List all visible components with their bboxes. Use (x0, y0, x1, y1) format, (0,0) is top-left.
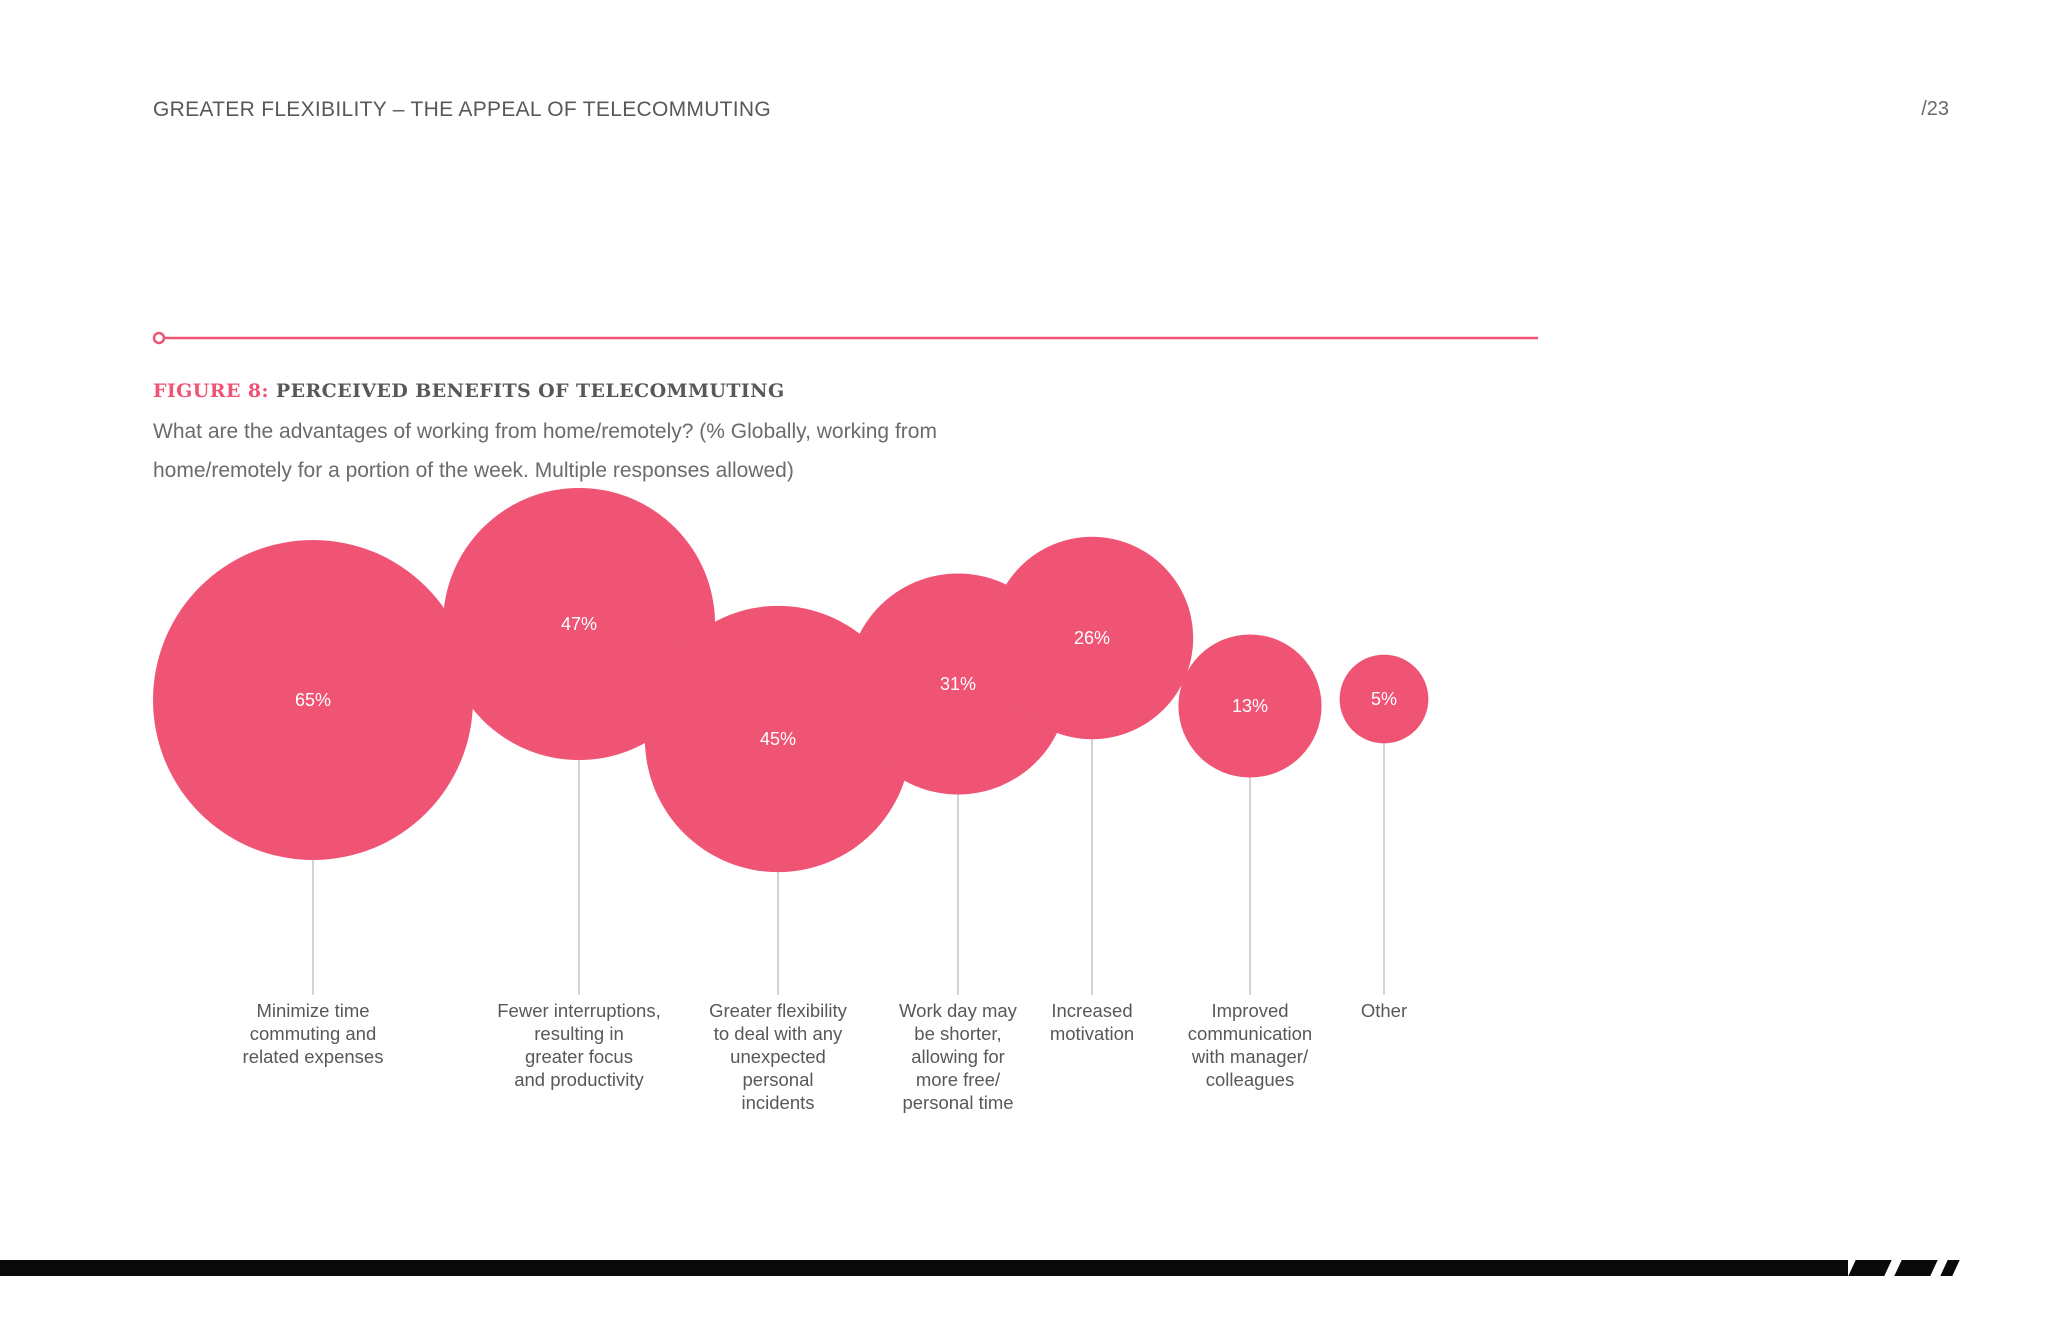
category-label: Increased motivation (1049, 1000, 1135, 1044)
bubble (1178, 634, 1322, 778)
bubble (442, 487, 716, 761)
bubble-value-label: 5% (1371, 689, 1397, 709)
bubble-value-label: 26% (1074, 628, 1110, 648)
category-label: Greater flexibility to deal with any une… (709, 1000, 847, 1113)
bubble-value-label: 13% (1232, 696, 1268, 716)
category-label: Work day may be shorter, allowing for mo… (899, 1000, 1017, 1113)
bubble-value-label: 45% (760, 729, 796, 749)
footer-slash-2 (1894, 1260, 1938, 1276)
bubble (153, 540, 473, 860)
page-number: /23 (1921, 98, 1949, 120)
bubble-value-label: 47% (561, 614, 597, 634)
figure-subtitle-line-1: What are the advantages of working from … (153, 420, 937, 443)
figure-subtitle-line-2: home/remotely for a portion of the week.… (153, 459, 794, 482)
figure-rule (152, 331, 1538, 345)
category-label: Fewer interruptions, resulting in greate… (497, 1000, 661, 1090)
bubble-value-label: 65% (295, 690, 331, 710)
bubble (1339, 654, 1429, 744)
bubble (990, 536, 1194, 740)
running-title: GREATER FLEXIBILITY – THE APPEAL OF TELE… (153, 98, 772, 121)
figure-header: FIGURE 8: PERCEIVED BENEFITS OF TELECOMM… (153, 380, 785, 402)
figure-title: PERCEIVED BENEFITS OF TELECOMMUTING (275, 380, 785, 402)
category-label: Minimize time commuting and related expe… (242, 1000, 384, 1067)
bubble-value-label: 31% (940, 674, 976, 694)
footer-slash-1 (1848, 1260, 1892, 1276)
bubble (644, 605, 912, 873)
figure-label: FIGURE 8: (153, 380, 269, 402)
footer-bar (0, 1260, 1848, 1276)
category-label: Other (1360, 1000, 1408, 1021)
category-label: Improved communication with manager/ col… (1187, 1000, 1313, 1090)
figure-subtitle: What are the advantages of working from … (153, 412, 1053, 490)
